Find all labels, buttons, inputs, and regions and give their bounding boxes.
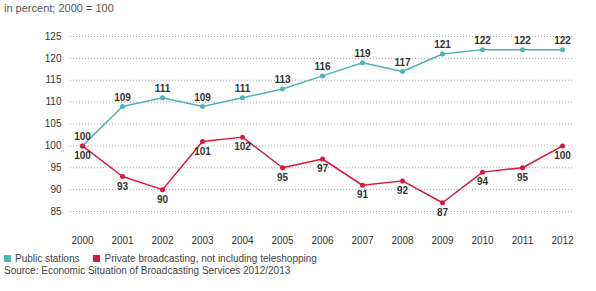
- svg-text:100: 100: [74, 131, 91, 142]
- svg-text:95: 95: [50, 162, 62, 173]
- svg-text:2010: 2010: [471, 235, 494, 246]
- svg-text:2001: 2001: [111, 235, 134, 246]
- svg-text:85: 85: [50, 206, 62, 217]
- svg-text:125: 125: [45, 31, 62, 42]
- svg-text:2006: 2006: [311, 235, 334, 246]
- svg-text:119: 119: [354, 48, 371, 59]
- svg-text:93: 93: [117, 181, 129, 192]
- html-text:Private broadcasting, not incl: Private broadcasting, not including tele…: [104, 252, 317, 264]
- svg-text:100: 100: [45, 140, 62, 151]
- svg-text:2012: 2012: [551, 235, 574, 246]
- svg-text:115: 115: [46, 74, 62, 85]
- svg-text:101: 101: [194, 146, 211, 157]
- svg-text:100: 100: [554, 150, 571, 161]
- svg-text:117: 117: [394, 57, 411, 68]
- svg-text:102: 102: [234, 141, 251, 152]
- svg-text:2007: 2007: [351, 235, 374, 246]
- svg-text:92: 92: [397, 185, 409, 196]
- svg-text:2009: 2009: [431, 235, 454, 246]
- svg-text:90: 90: [50, 184, 62, 195]
- svg-text:91: 91: [357, 189, 369, 200]
- svg-text:105: 105: [45, 118, 62, 129]
- svg-text:2002: 2002: [151, 235, 174, 246]
- svg-text:111: 111: [235, 83, 251, 94]
- svg-text:2004: 2004: [231, 235, 254, 246]
- html-text:in percent; 2000 = 100: in percent; 2000 = 100: [4, 2, 114, 14]
- svg-text:120: 120: [45, 53, 62, 64]
- svg-text:110: 110: [46, 96, 62, 107]
- svg-text:94: 94: [477, 176, 489, 187]
- svg-text:113: 113: [274, 74, 291, 85]
- svg-text:97: 97: [317, 163, 329, 174]
- svg-text:109: 109: [114, 92, 131, 103]
- svg-text:2003: 2003: [191, 235, 214, 246]
- svg-text:121: 121: [434, 39, 451, 50]
- svg-text:2011: 2011: [512, 235, 534, 246]
- svg-text:95: 95: [277, 172, 289, 183]
- svg-text:122: 122: [474, 35, 491, 46]
- svg-text:122: 122: [514, 35, 531, 46]
- svg-text:100: 100: [74, 150, 91, 161]
- svg-text:2005: 2005: [271, 235, 294, 246]
- svg-text:111: 111: [155, 83, 171, 94]
- svg-text:109: 109: [194, 92, 211, 103]
- html-text:Source: Economic Situation of: Source: Economic Situation of Broadcasti…: [4, 265, 291, 276]
- svg-text:116: 116: [314, 61, 331, 72]
- svg-text:87: 87: [437, 207, 449, 218]
- svg-text:122: 122: [554, 35, 571, 46]
- svg-text:90: 90: [157, 194, 169, 205]
- svg-text:95: 95: [517, 172, 529, 183]
- html-text:Public stations: Public stations: [15, 252, 80, 264]
- svg-text:2000: 2000: [71, 235, 94, 246]
- svg-text:2008: 2008: [391, 235, 414, 246]
